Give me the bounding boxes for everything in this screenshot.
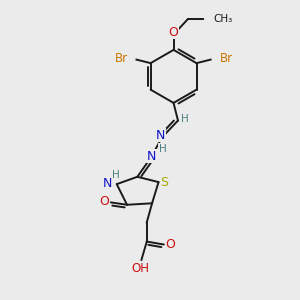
Text: O: O: [99, 195, 109, 208]
Text: Br: Br: [220, 52, 232, 64]
Text: O: O: [165, 238, 175, 251]
Text: H: H: [159, 143, 167, 154]
Text: H: H: [182, 114, 189, 124]
Text: O: O: [169, 26, 178, 39]
Text: N: N: [103, 177, 112, 190]
Text: OH: OH: [131, 262, 149, 275]
Text: H: H: [112, 170, 120, 180]
Text: S: S: [160, 176, 168, 189]
Text: N: N: [147, 150, 156, 163]
Text: CH₃: CH₃: [213, 14, 232, 24]
Text: N: N: [156, 129, 165, 142]
Text: Br: Br: [115, 52, 128, 64]
